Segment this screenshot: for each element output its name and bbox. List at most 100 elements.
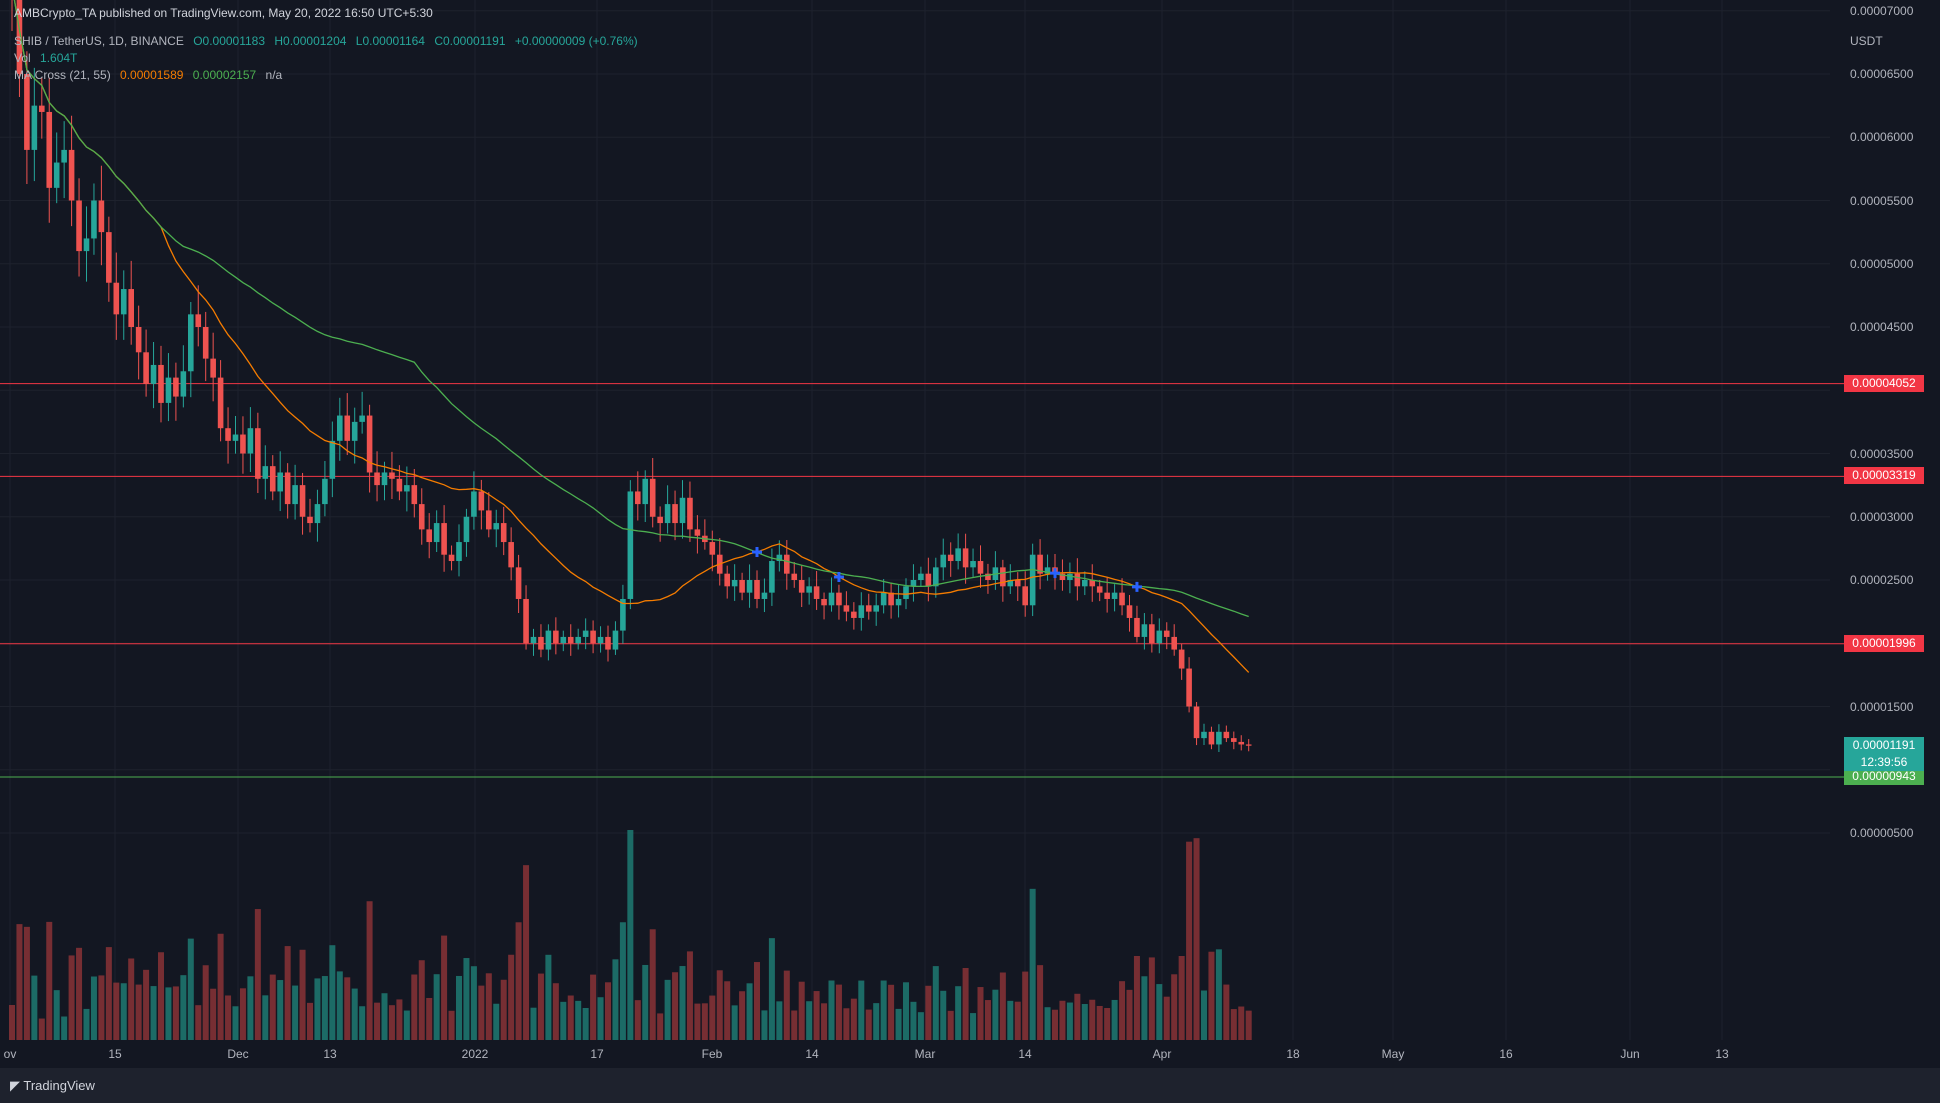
- volume-bar: [813, 991, 820, 1040]
- candle-body: [61, 149, 67, 163]
- volume-bars: [9, 830, 1252, 1040]
- volume-bar: [970, 1013, 977, 1040]
- candle-body: [411, 485, 418, 505]
- ma-cross-marker: [1131, 581, 1142, 592]
- volume-bar: [806, 1001, 813, 1040]
- volume-bar: [761, 1010, 768, 1040]
- candle-body: [173, 377, 179, 397]
- volume-bar: [880, 980, 887, 1040]
- volume-bar: [664, 979, 671, 1040]
- candle-body: [158, 364, 164, 403]
- x-tick-label: Jun: [1620, 1047, 1640, 1061]
- candle-body: [500, 523, 507, 543]
- tradingview-logo[interactable]: ◤ TradingView: [10, 1078, 95, 1094]
- y-tick-label: 0.00002500: [1850, 573, 1914, 587]
- volume-bar: [612, 959, 619, 1040]
- volume-bar: [403, 1010, 410, 1040]
- y-tick-label: 0.00001500: [1850, 699, 1914, 714]
- volume-bar: [821, 1003, 828, 1040]
- candle-body: [106, 232, 112, 283]
- volume-bar: [418, 960, 425, 1040]
- candle-body: [329, 440, 336, 479]
- volume-bar: [1148, 957, 1155, 1040]
- candle-body: [985, 573, 991, 580]
- ma-na-value: n/a: [265, 68, 283, 82]
- candle-body: [828, 592, 835, 606]
- y-tick-label: 0.00004500: [1850, 320, 1914, 334]
- candle-body: [776, 554, 783, 562]
- candle-body: [947, 554, 954, 562]
- candle-body: [16, 0, 23, 75]
- y-tick-label: 0.00006500: [1850, 67, 1914, 81]
- volume-bar: [9, 1005, 15, 1040]
- ma-fast-value: 0.00001589: [120, 68, 184, 82]
- candle-body: [933, 567, 939, 587]
- volume-bar: [500, 979, 507, 1040]
- y-tick-label: 0.00006000: [1850, 130, 1914, 145]
- volume-bar: [716, 970, 723, 1040]
- candle-body: [590, 630, 596, 644]
- candle-body: [1089, 580, 1096, 587]
- candle-body: [746, 580, 753, 593]
- symbol-name[interactable]: SHIB / TetherUS, 1D, BINANCE: [14, 34, 184, 48]
- volume-bar: [783, 970, 790, 1040]
- volume-bar: [1223, 984, 1230, 1040]
- candle-body: [597, 636, 604, 644]
- volume-bar: [329, 945, 336, 1040]
- candle-body: [515, 567, 522, 599]
- volume-bar: [701, 1003, 708, 1040]
- candle-body: [865, 605, 872, 612]
- candle-body: [1044, 567, 1051, 574]
- volume-bar: [143, 969, 150, 1040]
- candle-body: [895, 598, 902, 606]
- volume-bar: [999, 972, 1006, 1040]
- volume-bar: [180, 975, 187, 1040]
- volume-bar: [515, 922, 522, 1040]
- candle-body: [582, 630, 589, 637]
- volume-bar: [374, 1002, 381, 1040]
- x-tick-label: 13: [1715, 1047, 1729, 1061]
- candle-body: [299, 485, 306, 517]
- volume-bar: [560, 1001, 567, 1040]
- last-price-value: 0.00001191: [1852, 737, 1916, 752]
- volume-legend[interactable]: Vol 1.604T: [14, 51, 83, 65]
- volume-bar: [679, 966, 686, 1040]
- candle-body: [1141, 624, 1148, 637]
- candle-body: [851, 611, 857, 618]
- volume-bar: [858, 980, 865, 1040]
- candle-body: [672, 504, 678, 524]
- ma-cross-legend[interactable]: MA Cross (21, 55) 0.00001589 0.00002157 …: [14, 68, 288, 82]
- candle-body: [188, 314, 194, 372]
- volume-bar: [768, 938, 775, 1040]
- candle-body: [322, 478, 328, 505]
- ma-slow-value: 0.00002157: [192, 68, 257, 82]
- volume-bar: [627, 830, 634, 1040]
- candle-body: [918, 573, 924, 580]
- volume-bar: [776, 1001, 783, 1040]
- volume-bar: [277, 980, 284, 1040]
- volume-bar: [642, 964, 649, 1040]
- volume-bar: [321, 976, 328, 1040]
- candle-body: [46, 111, 53, 188]
- candle-body: [1238, 741, 1245, 745]
- candle-body: [709, 542, 716, 555]
- volume-bar: [172, 986, 179, 1040]
- candle-body: [798, 580, 805, 593]
- candle-body: [389, 472, 395, 479]
- candle-body: [955, 548, 961, 562]
- volume-bar: [16, 924, 23, 1040]
- candle-body: [1082, 580, 1088, 587]
- volume-bar: [1201, 990, 1207, 1040]
- candle-body: [627, 491, 634, 599]
- volume-bar: [828, 980, 835, 1040]
- volume-bar: [686, 951, 693, 1040]
- volume-bar: [1156, 984, 1163, 1040]
- volume-bar: [1133, 955, 1140, 1040]
- candle-body: [1186, 668, 1192, 707]
- volume-bar: [1096, 1005, 1103, 1040]
- candle-body: [553, 630, 559, 644]
- volume-bar: [1208, 951, 1215, 1040]
- volume-bar: [1007, 1000, 1014, 1040]
- candle-body: [269, 466, 276, 492]
